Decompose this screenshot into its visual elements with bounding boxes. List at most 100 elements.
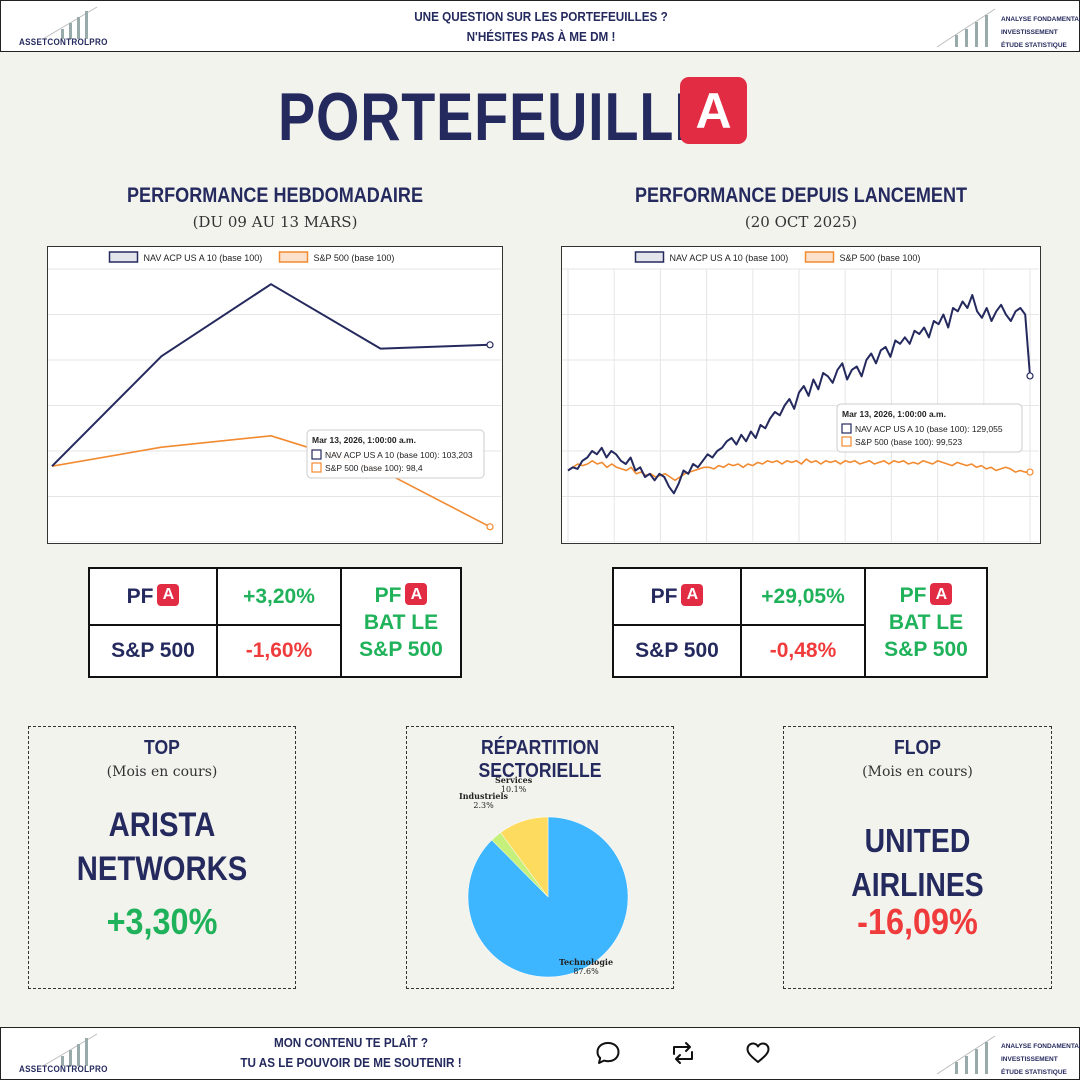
pf-label: PF bbox=[650, 584, 678, 608]
weekly-chart-svg: NAV ACP US A 10 (base 100) S&P 500 (base … bbox=[48, 251, 501, 542]
tooltip-swatch-sp bbox=[311, 462, 322, 473]
series-end-point-sp bbox=[1026, 468, 1034, 476]
bar-chart-logo-icon bbox=[42, 6, 98, 40]
series-end-point-sp bbox=[486, 523, 494, 531]
sector-pie-chart[interactable] bbox=[407, 767, 675, 987]
tag: ÉTUDE STATISTIQUE bbox=[1001, 1069, 1067, 1076]
verdict-line3: S&P 500 bbox=[884, 638, 968, 661]
pf-badge: A bbox=[157, 583, 180, 606]
tooltip-swatch-nav bbox=[311, 449, 322, 460]
weekly-comparison-table: PF A +3,20% PF A BAT LE S&P 500 S&P 500 -1… bbox=[88, 567, 462, 678]
pie-label-services-name: Services bbox=[495, 775, 533, 785]
launch-comparison-table: PF A +29,05% PF A BAT LE S&P 500 S&P 500 -… bbox=[612, 567, 988, 678]
verdict-cell: PF A BAT LE S&P 500 bbox=[340, 567, 462, 678]
launch-title: PERFORMANCE DEPUIS LANCEMENT bbox=[634, 184, 968, 207]
tooltip-title: Mar 13, 2026, 1:00:00 a.m. bbox=[312, 435, 416, 445]
tag: INVESTISSEMENT bbox=[1001, 1056, 1058, 1063]
tooltip-line-sp: S&P 500 (base 100): 99,523 bbox=[855, 437, 962, 447]
weekly-chart[interactable]: NAV ACP US A 10 (base 100) S&P 500 (base … bbox=[47, 246, 503, 544]
sp-label: S&P 500 bbox=[612, 624, 742, 678]
tooltip-line-nav: NAV ACP US A 10 (base 100): 129,055 bbox=[855, 424, 1003, 434]
sector-title: RÉPARTITION SECTORIELLE bbox=[478, 737, 602, 782]
legend-swatch-sp bbox=[804, 251, 835, 263]
header-message: UNE QUESTION SUR LES PORTEFEUILLES ? N'H… bbox=[361, 7, 721, 47]
legend-swatch-sp bbox=[278, 251, 309, 263]
tag: ÉTUDE STATISTIQUE bbox=[1001, 42, 1067, 49]
weekly-subtitle: (DU 09 AU 13 MARS) bbox=[192, 213, 358, 231]
verdict-pf: PF bbox=[899, 584, 927, 607]
tooltip-swatch-nav bbox=[841, 423, 852, 434]
legend-swatch-nav bbox=[634, 251, 665, 263]
page-title: PORTEFEUILLE bbox=[278, 79, 713, 155]
growth-bars-icon bbox=[936, 8, 996, 48]
series-line-sp bbox=[51, 435, 491, 528]
verdict-badge: A bbox=[405, 583, 428, 606]
top-title: TOP bbox=[144, 737, 180, 759]
pf-label-cell: PF A bbox=[612, 567, 742, 626]
series-end-point-nav bbox=[486, 341, 494, 349]
weekly-title: PERFORMANCE HEBDOMADAIRE bbox=[126, 184, 424, 207]
bar-chart-logo-icon bbox=[42, 1033, 98, 1067]
legend-label-sp: S&P 500 (base 100) bbox=[840, 253, 921, 263]
series-end-point-nav bbox=[1026, 372, 1034, 380]
footer-message: MON CONTENU TE PLAÎT ? TU AS LE POUVOIR … bbox=[171, 1033, 531, 1073]
legend-label-sp: S&P 500 (base 100) bbox=[314, 253, 395, 263]
pie-label-technologie-name: Technologie bbox=[559, 957, 614, 967]
repost-icon[interactable] bbox=[669, 1040, 697, 1066]
tags-logo: ANALYSE FONDAMENTALE INVESTISSEMENT ÉTUD… bbox=[935, 5, 1080, 49]
logo-text: ASSETCONTROLPRO bbox=[19, 37, 108, 47]
top-name-line2: NETWORKS bbox=[76, 850, 248, 888]
pie-label-technologie: Technologie 87.6% bbox=[559, 957, 613, 977]
heart-icon[interactable] bbox=[745, 1040, 771, 1066]
top-name-line1: ARISTA bbox=[108, 806, 216, 844]
pie-label-technologie-pct: 87.6% bbox=[573, 967, 599, 976]
header-message-line1: UNE QUESTION SUR LES PORTEFEUILLES ? bbox=[414, 9, 668, 24]
tooltip-line-nav: NAV ACP US A 10 (base 100): 103,203 bbox=[325, 450, 473, 460]
tooltip-title: Mar 13, 2026, 1:00:00 a.m. bbox=[842, 409, 946, 419]
legend-label-nav: NAV ACP US A 10 (base 100) bbox=[670, 253, 789, 263]
sp-label: S&P 500 bbox=[88, 624, 218, 678]
pie-label-industriels: Industriels 2.3% bbox=[459, 791, 508, 811]
brand-logo[interactable]: ASSETCONTROLPRO bbox=[19, 1032, 129, 1076]
brand-logo[interactable]: ASSETCONTROLPRO bbox=[19, 5, 129, 49]
bottom-banner: ASSETCONTROLPRO MON CONTENU TE PLAÎT ? T… bbox=[0, 1027, 1080, 1080]
comment-icon[interactable] bbox=[595, 1040, 621, 1066]
flop-card: FLOP (Mois en cours) UNITED AIRLINES -16… bbox=[783, 726, 1052, 989]
launch-chart[interactable]: NAV ACP US A 10 (base 100) S&P 500 (base … bbox=[561, 246, 1041, 544]
sector-card: RÉPARTITION SECTORIELLE Services 10.1% I… bbox=[406, 726, 674, 989]
top-banner: ASSETCONTROLPRO UNE QUESTION SUR LES POR… bbox=[0, 0, 1080, 52]
launch-subtitle: (20 OCT 2025) bbox=[744, 213, 858, 231]
verdict-badge: A bbox=[930, 583, 953, 606]
flop-perf: -16,09% bbox=[857, 901, 978, 942]
legend-swatch-nav bbox=[108, 251, 139, 263]
pie-label-services-pct: 10.1% bbox=[500, 785, 527, 794]
sp-value: -0,48% bbox=[740, 624, 866, 678]
flop-subtitle: (Mois en cours) bbox=[862, 764, 973, 780]
top-card: TOP (Mois en cours) ARISTA NETWORKS +3,3… bbox=[28, 726, 296, 989]
pf-label: PF bbox=[126, 584, 154, 608]
tag-list: ANALYSE FONDAMENTALE INVESTISSEMENT ÉTUD… bbox=[1001, 13, 1080, 52]
top-perf: +3,30% bbox=[106, 901, 218, 942]
series-line-nav bbox=[567, 294, 1031, 495]
pie-label-industriels-pct: 2.3% bbox=[473, 801, 494, 810]
tooltip-swatch-sp bbox=[841, 436, 852, 447]
launch-chart-svg: NAV ACP US A 10 (base 100) S&P 500 (base … bbox=[562, 251, 1039, 542]
tooltip-line-sp: S&P 500 (base 100): 98,4 bbox=[325, 463, 423, 473]
verdict-cell: PF A BAT LE S&P 500 bbox=[864, 567, 988, 678]
tag: INVESTISSEMENT bbox=[1001, 29, 1058, 36]
pf-label-cell: PF A bbox=[88, 567, 218, 626]
tooltip-box bbox=[836, 403, 1023, 453]
verdict-pf: PF bbox=[374, 584, 402, 607]
portfolio-badge: A bbox=[680, 77, 747, 144]
tags-logo: ANALYSE FONDAMENTALE INVESTISSEMENT ÉTUD… bbox=[935, 1032, 1080, 1076]
flop-name: UNITED AIRLINES bbox=[851, 822, 984, 903]
pie-slice-services bbox=[500, 816, 549, 898]
top-subtitle: (Mois en cours) bbox=[106, 764, 218, 780]
tooltip-box bbox=[306, 429, 485, 479]
series-line-nav bbox=[51, 283, 491, 467]
verdict-line2: BAT LE bbox=[363, 611, 439, 634]
verdict-line3: S&P 500 bbox=[359, 638, 443, 661]
logo-text: ASSETCONTROLPRO bbox=[19, 1064, 108, 1074]
pf-value: +3,20% bbox=[216, 567, 342, 626]
pie-label-industriels-name: Industriels bbox=[459, 791, 509, 801]
